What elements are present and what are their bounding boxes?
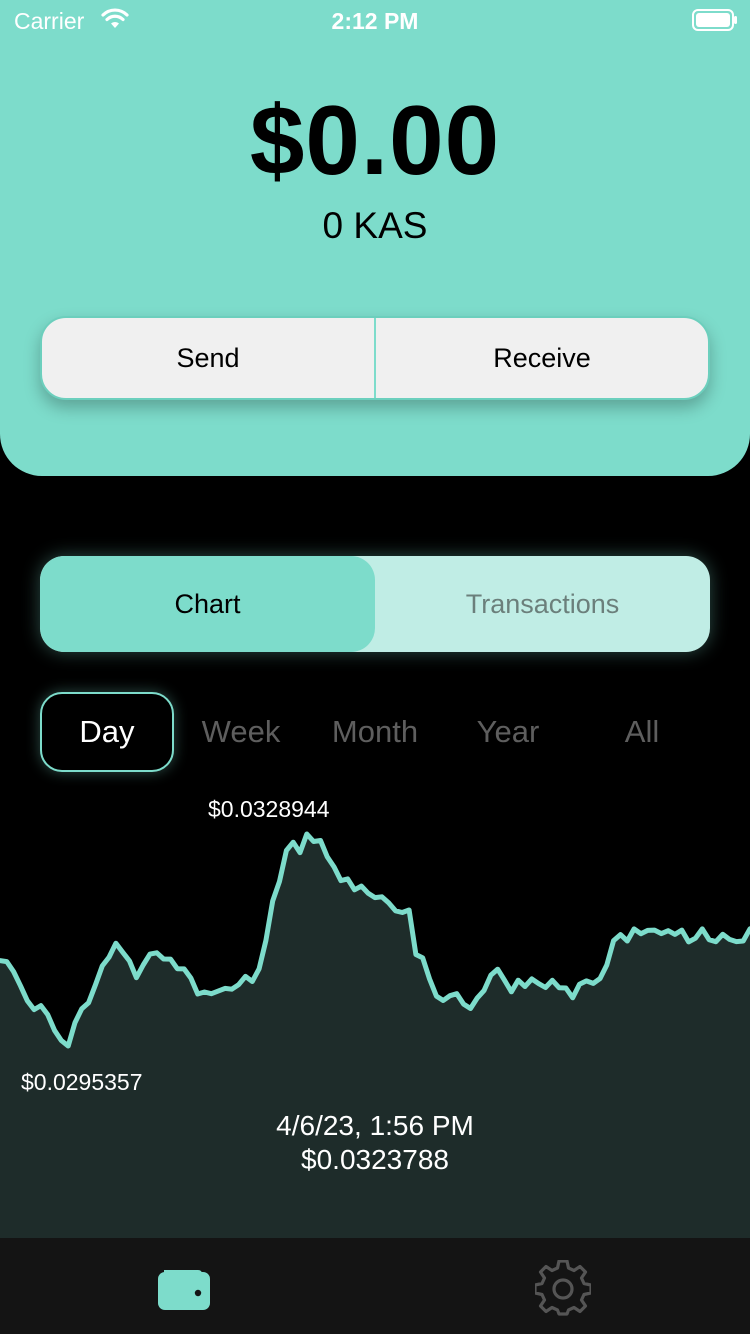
chart-high-label: $0.0328944: [208, 796, 330, 822]
range-week-button[interactable]: Week: [201, 714, 281, 749]
price-chart[interactable]: [0, 790, 750, 1238]
chart-area-fill: [0, 834, 750, 1238]
carrier-label: Carrier: [14, 8, 85, 34]
tab-chart[interactable]: Chart: [40, 556, 375, 652]
chart-low-label: $0.0295357: [21, 1069, 143, 1095]
selected-point-price: $0.0323788: [301, 1144, 449, 1175]
status-bar: Carrier 2:12 PM: [0, 0, 750, 40]
wallet-icon[interactable]: [156, 1266, 212, 1312]
receive-button[interactable]: Receive: [493, 342, 591, 373]
view-segmented-control: Chart Transactions: [40, 556, 710, 652]
send-receive-group: Send Receive: [40, 316, 710, 400]
balance-kas: 0 KAS: [322, 205, 428, 246]
balance-usd: $0.00: [249, 85, 501, 195]
range-year-button[interactable]: Year: [476, 714, 540, 749]
range-day-button[interactable]: Day: [40, 692, 174, 772]
battery-icon: [692, 9, 737, 31]
send-button[interactable]: Send: [176, 342, 240, 373]
gear-icon[interactable]: [535, 1260, 591, 1316]
range-all-button[interactable]: All: [624, 714, 660, 749]
wallet-header-card: Carrier 2:12 PM $0.00 0 KAS Send Receive: [0, 0, 750, 476]
status-time: 2:12 PM: [331, 8, 419, 34]
bottom-tab-bar: [0, 1238, 750, 1334]
range-month-button[interactable]: Month: [331, 714, 419, 749]
action-divider: [374, 318, 376, 398]
tab-transactions[interactable]: Transactions: [465, 588, 620, 619]
wifi-icon: [101, 8, 129, 28]
selected-point-date: 4/6/23, 1:56 PM: [276, 1110, 474, 1141]
chart-price-line: [0, 831, 750, 1049]
